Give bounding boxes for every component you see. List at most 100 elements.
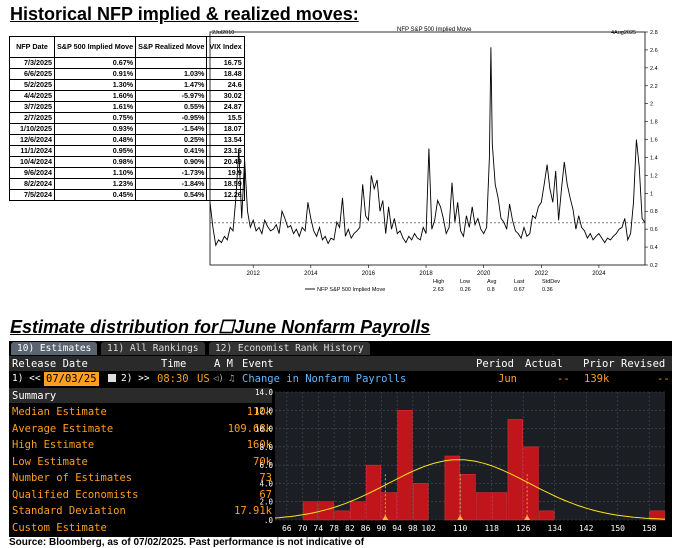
histogram-bar	[539, 510, 555, 521]
table-cell: 1/10/2025	[9, 123, 55, 135]
histogram-bar	[507, 419, 523, 521]
x-tick-label: 142	[579, 524, 594, 533]
y-tick-label: 0.2	[650, 263, 658, 269]
summary-value: 70k	[253, 455, 272, 468]
table-cell: 10/4/2024	[9, 156, 55, 168]
table-cell: 0.98%	[53, 156, 137, 168]
prev-button[interactable]: 1) <<	[12, 373, 41, 384]
tab-economist-rank-history[interactable]: 12) Economist Rank History	[209, 342, 370, 355]
table-cell: -1.73%	[135, 167, 208, 179]
x-tick-label: 110	[453, 524, 468, 533]
table-row: 7/5/2024 0.45% 0.54% 12.26	[9, 189, 245, 201]
nfp-table: NFP Date S&P 500 Implied Move S&P Realiz…	[9, 36, 245, 201]
y-tick-label: 2.6	[650, 48, 658, 54]
summary-label: Custom Estimate	[12, 521, 107, 534]
tab-all-rankings[interactable]: 11) All Rankings	[101, 342, 205, 355]
table-cell: 0.55%	[135, 101, 208, 113]
table-cell: 1.30%	[53, 79, 137, 91]
col-header: S&P 500 Implied Move	[53, 36, 137, 58]
y-tick-label: 0.8	[650, 209, 658, 215]
period-header: Period	[476, 358, 514, 370]
histogram-bar	[476, 492, 492, 521]
histogram-bar	[491, 492, 508, 521]
table-row: 3/7/2025 1.61% 0.55% 24.87	[9, 101, 245, 113]
x-tick-label: 2016	[362, 271, 376, 277]
table-cell: 0.90%	[135, 156, 208, 168]
x-tick-label: 94	[392, 524, 402, 533]
table-cell: 5/2/2025	[9, 79, 55, 91]
table-cell: 0.91%	[53, 68, 137, 80]
summary-label: Number of Estimates	[12, 472, 133, 484]
x-tick-label: 86	[361, 524, 371, 533]
table-cell: 0.54%	[135, 189, 208, 201]
table-cell: 12/6/2024	[9, 134, 55, 146]
estimate-marker-triangle	[382, 515, 389, 520]
x-tick-label: 118	[484, 524, 499, 533]
table-cell: 0.25%	[135, 134, 208, 146]
x-tick-label: 158	[642, 524, 657, 533]
y-tick-label: 6.0	[259, 461, 273, 470]
y-tick-label: 1.8	[650, 120, 658, 126]
release-date-input[interactable]: 07/03/25	[44, 372, 99, 386]
y-tick-label: 2.8	[650, 30, 658, 36]
bell-icon[interactable]: ♫	[229, 374, 235, 384]
source-footnote: Source: Bloomberg, as of 07/02/2025. Pas…	[9, 537, 365, 548]
y-tick-label: 2.0	[259, 498, 273, 507]
histogram-bar	[334, 510, 350, 521]
event-header: Event	[242, 358, 274, 370]
table-cell: 6/6/2025	[9, 68, 55, 80]
stat-value: 0.8	[487, 287, 495, 293]
period-value: Jun	[498, 373, 517, 385]
summary-value: 17.91k	[234, 505, 272, 517]
col-header: NFP Date	[9, 36, 55, 58]
stat-value: 0.67	[514, 287, 525, 293]
table-cell	[135, 57, 208, 69]
table-cell: 3/7/2025	[9, 101, 55, 113]
country-code: US	[197, 373, 210, 385]
table-cell: 0.41%	[135, 145, 208, 157]
histogram-bar	[523, 446, 539, 521]
table-cell: 0.45%	[53, 189, 137, 201]
tab-estimates[interactable]: 10) Estimates	[11, 342, 98, 355]
estimate-marker-triangle	[524, 515, 531, 520]
summary-label: Low Estimate	[12, 455, 88, 468]
stat-label: Last	[514, 279, 525, 285]
speaker-icon[interactable]: ◁)	[213, 374, 224, 384]
x-tick-label: 102	[421, 524, 436, 533]
normal-distribution-curve	[274, 459, 666, 520]
y-tick-label: 4.0	[259, 479, 273, 488]
event-name[interactable]: Change in Nonfarm Payrolls	[242, 373, 407, 385]
table-cell: 0.67%	[53, 57, 137, 69]
calendar-icon[interactable]	[108, 374, 116, 382]
prior-value: 139k	[584, 373, 610, 385]
histogram-bar	[397, 410, 413, 521]
next-button[interactable]: 2) >>	[121, 373, 150, 384]
table-cell: 2/7/2025	[9, 112, 55, 124]
y-tick-label: 14.0	[255, 388, 274, 397]
histogram-bar	[381, 492, 397, 521]
y-tick-label: 10.0	[255, 425, 274, 434]
end-date-label: 4Aug2025	[611, 30, 636, 36]
summary-label: Median Estimate	[12, 406, 107, 418]
y-tick-label: 8.0	[259, 443, 273, 452]
summary-label: High Estimate	[12, 439, 95, 451]
stat-label: Avg	[487, 279, 496, 285]
y-tick-label: 12.0	[255, 406, 274, 415]
table-cell: -1.84%	[135, 178, 208, 190]
table-row: 12/6/2024 0.48% 0.25% 13.54	[9, 134, 245, 146]
prior-header: Prior	[583, 358, 615, 370]
stat-label: Low	[460, 279, 470, 285]
x-tick-label: 2012	[247, 271, 261, 277]
x-tick-label: 78	[329, 524, 339, 533]
distribution-heading: Estimate distribution for☐June Nonfarm P…	[10, 317, 431, 337]
table-cell: 0.93%	[53, 123, 137, 135]
histogram-bar	[460, 474, 476, 521]
histogram-bar	[318, 501, 334, 521]
summary-label: Standard Deviation	[12, 505, 126, 517]
table-cell: 1.47%	[135, 79, 208, 91]
y-tick-label: 1.2	[650, 173, 658, 179]
header-row	[9, 356, 672, 371]
table-cell: 1.10%	[53, 167, 137, 179]
x-tick-label: 90	[377, 524, 387, 533]
table-cell: 1.61%	[53, 101, 137, 113]
